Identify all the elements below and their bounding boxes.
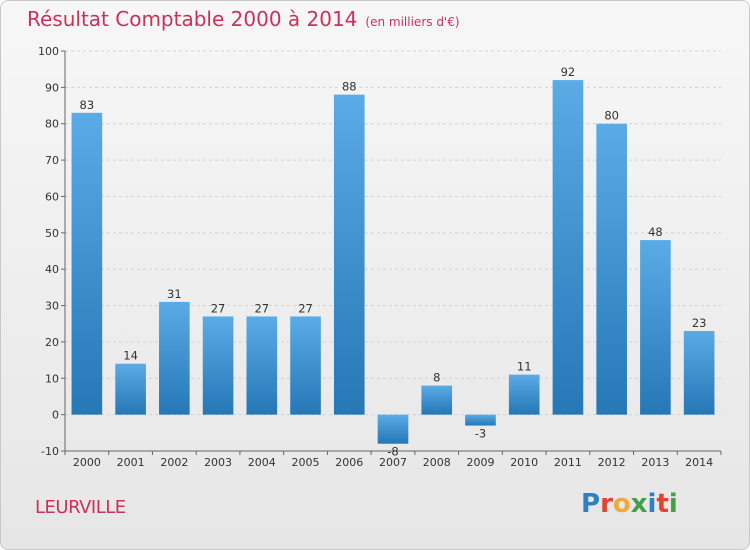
bar-2014 (683, 331, 715, 415)
x-tick-label: 2002 (160, 456, 188, 469)
y-tick-label: 0 (52, 409, 59, 422)
logo-letter: i (647, 489, 657, 519)
value-label: 92 (561, 65, 576, 79)
x-tick-label: 2004 (248, 456, 276, 469)
chart-title-text: Résultat Comptable 2000 à 2014 (27, 7, 358, 31)
value-label: 83 (80, 98, 95, 112)
value-label: -8 (387, 445, 398, 459)
bar-2002 (159, 301, 190, 415)
x-tick-label: 2006 (335, 456, 363, 469)
bar-2012 (596, 123, 627, 415)
x-tick-label: 2010 (510, 456, 538, 469)
bar-2000 (71, 112, 103, 415)
x-tick-label: 2011 (554, 456, 582, 469)
proxiti-logo: Proxiti (581, 489, 678, 519)
value-label: 23 (692, 316, 707, 330)
bar-2008 (421, 385, 453, 415)
value-label: 8 (433, 371, 440, 385)
value-label: -3 (475, 427, 486, 441)
x-tick-label: 2007 (379, 456, 407, 469)
y-tick-label: 50 (45, 227, 59, 240)
logo-letter: o (612, 489, 631, 519)
bar-2004 (246, 316, 278, 415)
bar-2010 (508, 374, 540, 415)
value-label: 88 (342, 80, 357, 94)
chart-subtitle: (en milliers d'€) (365, 15, 460, 29)
x-tick-label: 2001 (117, 456, 145, 469)
bar-2013 (640, 240, 671, 415)
y-tick-label: 100 (38, 45, 59, 58)
bar-2009 (465, 414, 496, 426)
y-tick-label: -10 (41, 445, 59, 458)
bar-2011 (552, 80, 584, 415)
bar-chart: -10 0 10 20 30 40 50 60 70 80 90 100 83 2000 14 2001 31 2… (38, 45, 722, 469)
x-tick-label: 2013 (641, 456, 669, 469)
bar-2003 (202, 316, 234, 415)
commune-name: LEURVILLE (35, 497, 126, 518)
logo-letter: r (600, 489, 613, 519)
x-tick-label: 2009 (466, 456, 494, 469)
value-label: 27 (298, 301, 313, 315)
bar-2005 (290, 316, 321, 415)
value-label: 11 (517, 360, 532, 374)
y-tick-label: 60 (45, 190, 59, 203)
y-tick-label: 10 (45, 372, 59, 385)
value-label: 27 (254, 301, 269, 315)
bar-2001 (115, 363, 146, 415)
logo-letter: t (656, 489, 669, 519)
y-tick-label: 20 (45, 336, 59, 349)
x-tick-label: 2008 (423, 456, 451, 469)
x-tick-label: 2014 (685, 456, 713, 469)
logo-letter: x (630, 489, 648, 519)
value-label: 48 (648, 225, 663, 239)
x-tick-label: 2012 (598, 456, 626, 469)
x-tick-label: 2000 (73, 456, 101, 469)
bar-2006 (333, 94, 365, 415)
chart-title: Résultat Comptable 2000 à 2014 (en millie… (27, 7, 460, 31)
x-tick-label: 2005 (292, 456, 320, 469)
value-label: 14 (123, 349, 138, 363)
y-tick-label: 90 (45, 81, 59, 94)
bar-2007 (377, 414, 409, 444)
y-tick-label: 80 (45, 118, 59, 131)
y-tick-label: 30 (45, 300, 59, 313)
y-tick-label: 70 (45, 154, 59, 167)
value-label: 31 (167, 287, 182, 301)
logo-letter: i (668, 489, 678, 519)
y-tick-label: 40 (45, 263, 59, 276)
logo-letter: P (581, 489, 601, 519)
value-label: 27 (211, 301, 226, 315)
value-label: 80 (604, 109, 619, 123)
x-tick-label: 2003 (204, 456, 232, 469)
